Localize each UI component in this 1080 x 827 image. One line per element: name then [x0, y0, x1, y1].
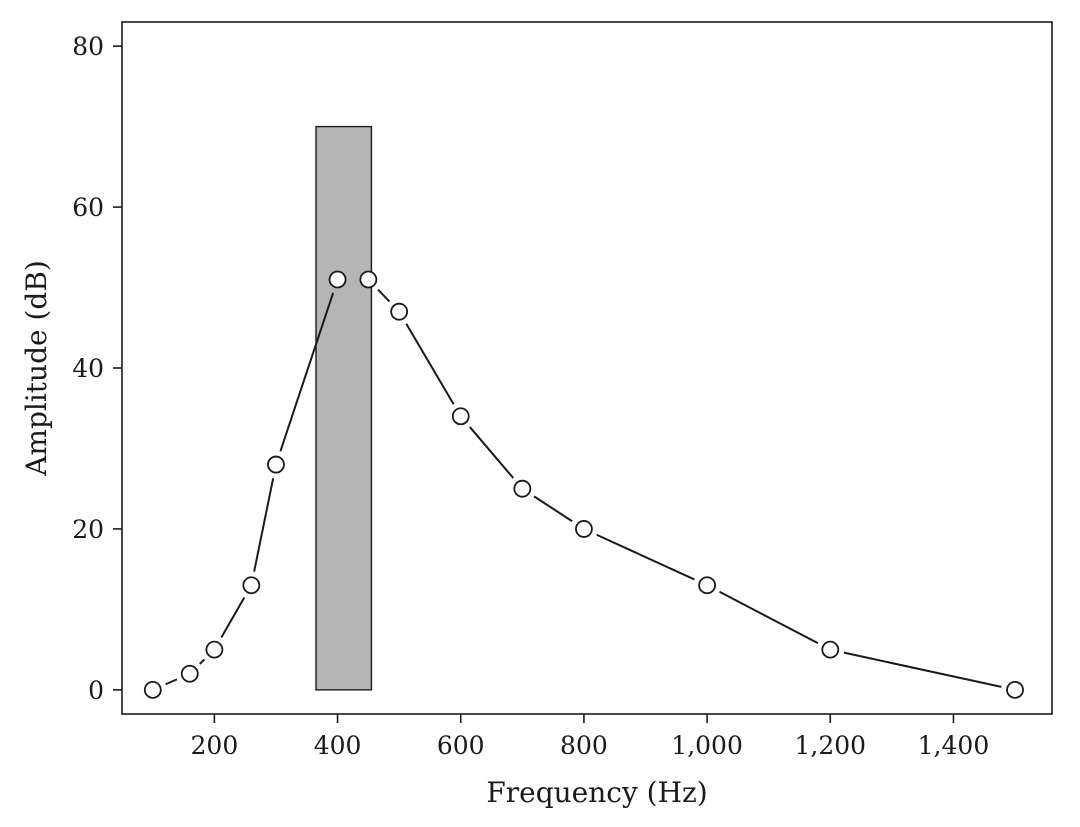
data-point — [698, 576, 716, 595]
data-point — [359, 270, 378, 289]
x-axis-title: Frequency (Hz) — [486, 776, 707, 809]
line-layer — [165, 288, 1002, 688]
plot-frame — [121, 21, 1053, 715]
data-point — [575, 520, 593, 538]
band-layer — [315, 125, 373, 691]
y-tick-label: 60 — [72, 193, 104, 222]
y-axis: 0 20 40 60 80 — [72, 32, 122, 705]
series-line-segment — [377, 288, 391, 303]
series-line-segment — [199, 658, 206, 665]
series-line-segment — [165, 678, 178, 686]
data-point — [1006, 680, 1024, 699]
x-tick-label: 600 — [437, 731, 485, 760]
point-layer — [143, 270, 1024, 699]
series-line-segment — [719, 590, 819, 645]
x-tick-label: 400 — [314, 731, 362, 760]
series-line-segment — [469, 426, 515, 479]
data-point — [267, 455, 285, 474]
x-tick-label: 1,400 — [918, 731, 990, 760]
data-point — [328, 270, 347, 289]
series-line-segment — [405, 323, 455, 405]
data-point — [242, 576, 261, 595]
series-line-segment — [533, 495, 573, 523]
y-tick-label: 80 — [72, 32, 104, 61]
band-rect — [315, 125, 373, 691]
y-tick-label: 20 — [72, 515, 104, 544]
x-tick-label: 200 — [191, 731, 239, 760]
series-line-segment — [596, 533, 695, 581]
y-tick-label: 40 — [72, 354, 104, 383]
series-line-segment — [253, 478, 275, 572]
x-tick-label: 1,200 — [794, 731, 866, 760]
data-point — [821, 640, 840, 659]
data-point — [143, 680, 162, 699]
y-tick-label: 0 — [88, 676, 104, 705]
data-point — [513, 479, 532, 498]
data-point — [180, 664, 199, 683]
x-tick-label: 1,000 — [671, 731, 743, 760]
series-line-segment — [220, 596, 246, 638]
x-tick-label: 800 — [560, 731, 608, 760]
data-point — [205, 640, 224, 659]
data-point — [451, 407, 470, 426]
x-axis: 200 400 600 800 1,000 1,200 1,400 — [191, 714, 990, 760]
data-point — [390, 302, 409, 321]
y-axis-title: Amplitude (dB) — [20, 260, 53, 477]
series-line-segment — [843, 651, 1002, 688]
series-line-segment — [279, 292, 335, 452]
